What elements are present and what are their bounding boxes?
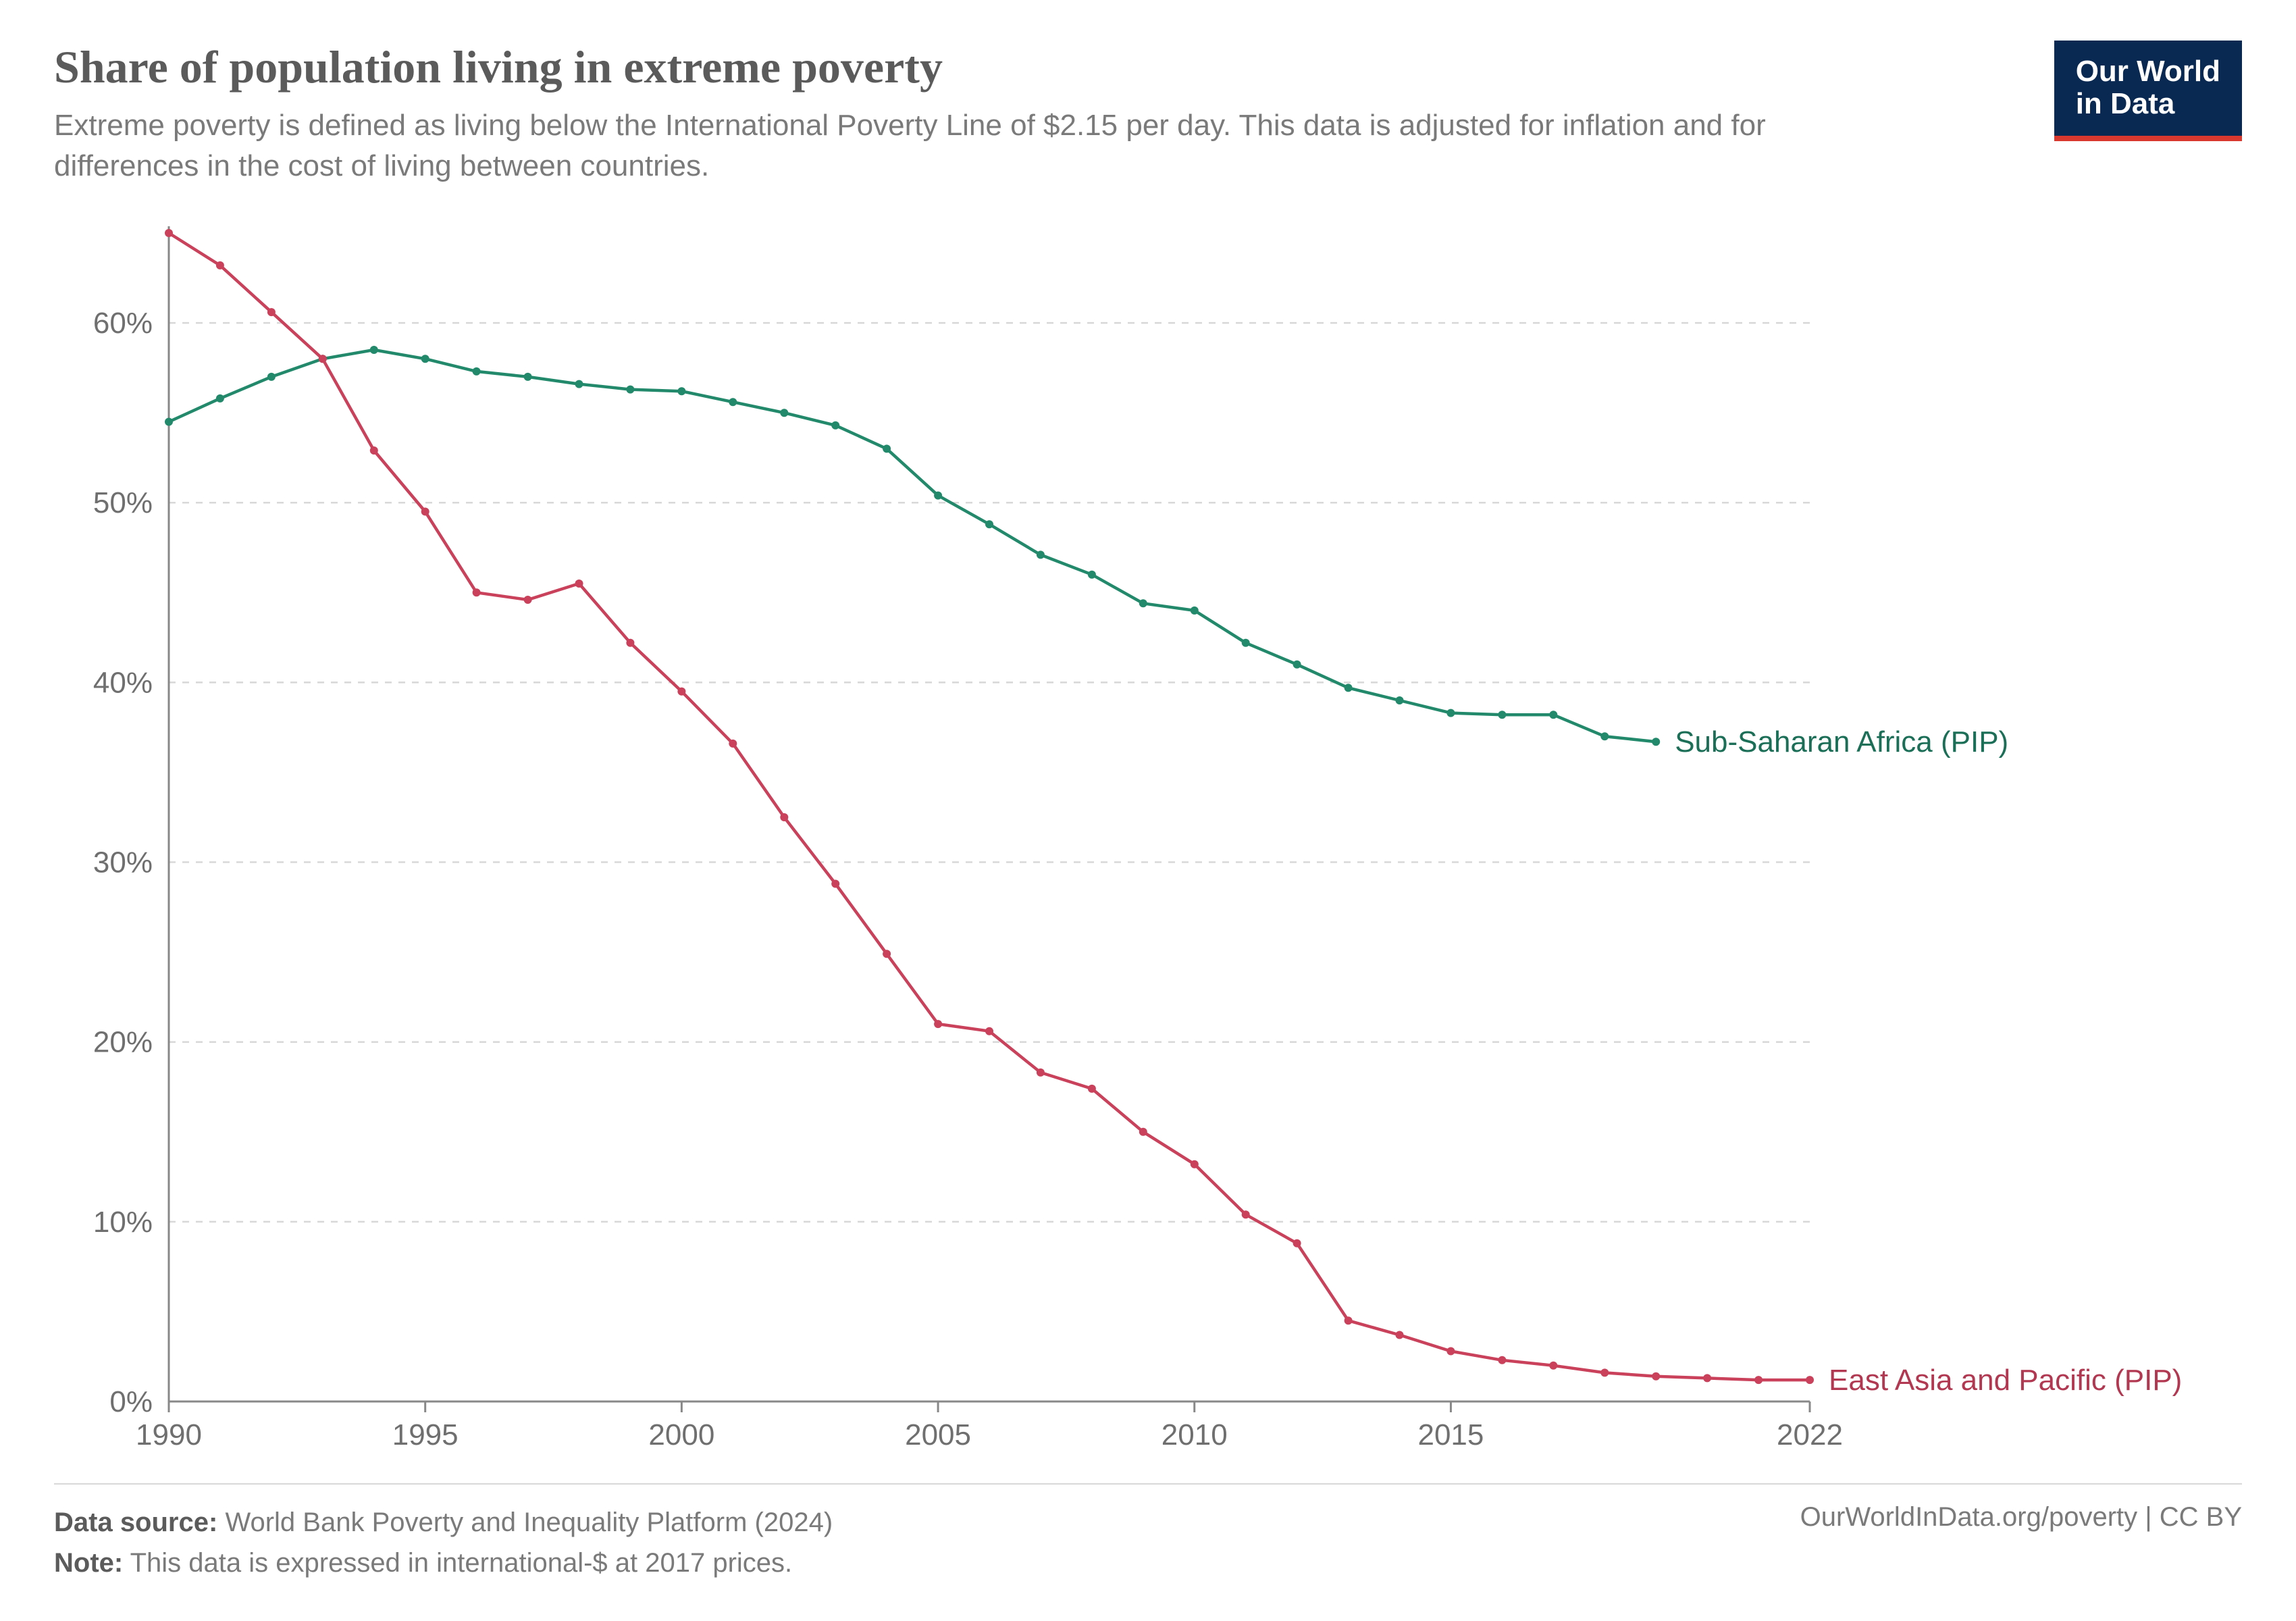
data-point — [729, 740, 737, 748]
data-point — [1242, 639, 1250, 647]
data-point — [883, 950, 891, 958]
y-tick-label: 20% — [93, 1026, 153, 1059]
y-tick-label: 30% — [93, 846, 153, 879]
data-point — [780, 813, 788, 821]
data-point — [626, 386, 634, 394]
data-point — [1703, 1374, 1711, 1382]
footer-left: Data source: World Bank Poverty and Ineq… — [54, 1502, 833, 1583]
data-point — [1139, 599, 1147, 607]
data-point — [1293, 661, 1301, 669]
data-point — [780, 409, 788, 417]
data-point — [1396, 696, 1404, 704]
y-tick-label: 10% — [93, 1206, 153, 1239]
source-text: World Bank Poverty and Inequality Platfo… — [225, 1508, 833, 1537]
owid-logo: Our World in Data — [2054, 41, 2242, 141]
data-point — [1088, 571, 1096, 579]
note-line: Note: This data is expressed in internat… — [54, 1543, 833, 1583]
data-point — [1037, 550, 1045, 559]
data-point — [216, 394, 224, 403]
logo-line-2: in Data — [2076, 88, 2220, 120]
data-point — [1446, 709, 1455, 717]
chart-subtitle: Extreme poverty is defined as living bel… — [54, 105, 1810, 186]
chart-area: 0% 10% 20% 30% 40% 50% 60% 1990 1995 2000 2005 2010… — [54, 220, 2242, 1489]
data-point — [1754, 1376, 1763, 1384]
data-point — [729, 398, 737, 406]
data-point — [165, 229, 173, 237]
title-block: Share of population living in extreme po… — [54, 41, 2054, 186]
data-point — [319, 355, 327, 363]
x-tick-label: 2015 — [1417, 1418, 1484, 1451]
data-point — [1396, 1331, 1404, 1339]
chart-title: Share of population living in extreme po… — [54, 41, 2027, 93]
data-point — [267, 373, 276, 381]
data-point — [575, 380, 583, 388]
attribution-text: OurWorldInData.org/poverty | CC BY — [1800, 1502, 2242, 1532]
data-point — [1498, 1356, 1506, 1364]
data-point — [1191, 607, 1199, 615]
data-point — [1037, 1069, 1045, 1077]
data-point — [1345, 684, 1353, 692]
data-point — [473, 588, 481, 596]
line-chart-svg: 0% 10% 20% 30% 40% 50% 60% 1990 1995 2000 2005 2010… — [54, 220, 2242, 1489]
data-point — [934, 492, 942, 500]
note-text: This data is expressed in international-… — [130, 1548, 793, 1578]
data-point — [165, 417, 173, 426]
data-point — [1446, 1347, 1455, 1355]
y-tick-label: 60% — [93, 307, 153, 340]
data-point — [1293, 1239, 1301, 1247]
logo-line-1: Our World — [2076, 55, 2220, 88]
y-tick-label: 40% — [93, 666, 153, 699]
note-label: Note: — [54, 1548, 123, 1578]
footer-right: OurWorldInData.org/poverty | CC BY — [1800, 1502, 2242, 1533]
x-tick-label: 1990 — [136, 1418, 202, 1451]
data-point — [934, 1020, 942, 1028]
x-tick-label: 2022 — [1777, 1418, 1843, 1451]
data-point — [1242, 1210, 1250, 1218]
data-point — [421, 355, 429, 363]
header-row: Share of population living in extreme po… — [54, 41, 2242, 186]
data-point — [1600, 1368, 1609, 1376]
data-point — [575, 580, 583, 588]
footer: Data source: World Bank Poverty and Ineq… — [54, 1483, 2242, 1583]
source-label: Data source: — [54, 1508, 217, 1537]
data-point — [1652, 738, 1660, 746]
x-tick-label: 1995 — [392, 1418, 459, 1451]
series-label: Sub-Saharan Africa (PIP) — [1675, 725, 2008, 758]
data-point — [1498, 711, 1506, 719]
y-tick-label: 50% — [93, 486, 153, 519]
data-point — [677, 688, 685, 696]
data-point — [1088, 1085, 1096, 1093]
series-label: East Asia and Pacific (PIP) — [1829, 1364, 2182, 1397]
data-point — [985, 1027, 993, 1035]
data-point — [883, 444, 891, 453]
data-point — [1806, 1376, 1814, 1384]
data-point — [421, 507, 429, 515]
data-point — [267, 308, 276, 316]
data-point — [1549, 1362, 1557, 1370]
data-point — [1549, 711, 1557, 719]
data-point — [524, 596, 532, 604]
data-source-line: Data source: World Bank Poverty and Ineq… — [54, 1502, 833, 1543]
data-point — [626, 639, 634, 647]
x-tick-label: 2000 — [648, 1418, 714, 1451]
y-tick-label: 0% — [109, 1385, 153, 1418]
data-point — [1652, 1372, 1660, 1381]
data-point — [831, 421, 839, 430]
data-point — [370, 446, 378, 455]
data-point — [370, 346, 378, 354]
data-point — [1600, 732, 1609, 740]
x-tick-label: 2010 — [1162, 1418, 1228, 1451]
data-point — [216, 261, 224, 269]
data-point — [677, 387, 685, 395]
data-point — [1139, 1128, 1147, 1136]
data-point — [1345, 1316, 1353, 1324]
page-root: Share of population living in extreme po… — [0, 0, 2296, 1621]
data-point — [524, 373, 532, 381]
data-point — [985, 520, 993, 528]
data-point — [831, 879, 839, 887]
data-point — [1191, 1160, 1199, 1168]
series-line — [169, 233, 1810, 1380]
data-point — [473, 367, 481, 376]
x-tick-label: 2005 — [905, 1418, 971, 1451]
